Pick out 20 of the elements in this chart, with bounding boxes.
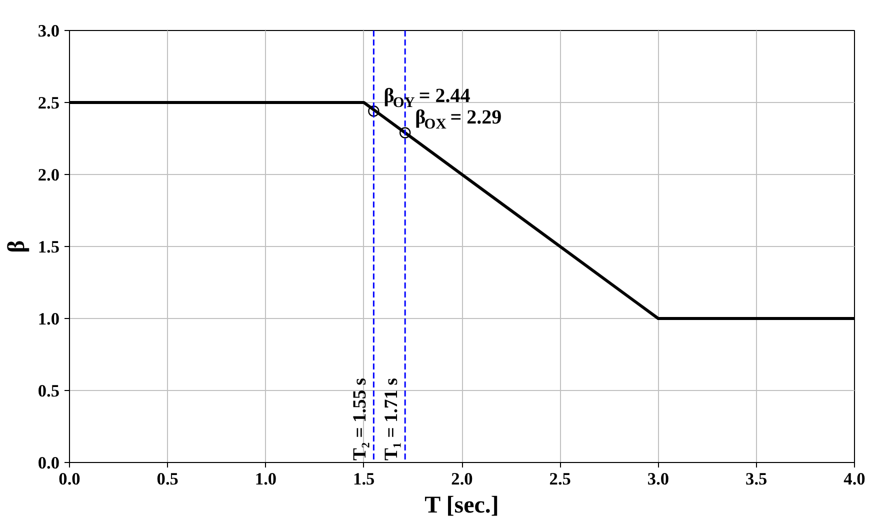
y-tick-label: 3.0 [38, 22, 60, 40]
x-tick-label: 1.5 [353, 470, 376, 488]
x-tick-label: 0.0 [58, 470, 80, 488]
y-tick-label: 2.0 [38, 166, 60, 184]
x-tick-label: 2.0 [451, 470, 473, 488]
x-axis-title: T [sec.] [424, 492, 499, 518]
y-tick-label: 0.0 [38, 454, 60, 472]
ref-line-label: T₂ = 1.55 s [350, 378, 371, 460]
x-tick-label: 2.5 [549, 470, 572, 488]
y-tick-label: 1.0 [38, 310, 60, 328]
ref-line-label: T₁ = 1.71 s [381, 378, 402, 460]
x-tick-label: 3.5 [746, 470, 768, 488]
x-tick-label: 1.0 [254, 470, 277, 488]
x-tick-label: 4.0 [844, 470, 866, 488]
y-tick-label: 2.5 [38, 94, 60, 112]
x-tick-label: 3.0 [647, 470, 670, 488]
y-tick-label: 1.5 [38, 238, 60, 256]
y-axis-title: β [4, 240, 30, 253]
x-tick-label: 0.5 [156, 470, 179, 488]
y-tick-label: 0.5 [38, 382, 60, 400]
